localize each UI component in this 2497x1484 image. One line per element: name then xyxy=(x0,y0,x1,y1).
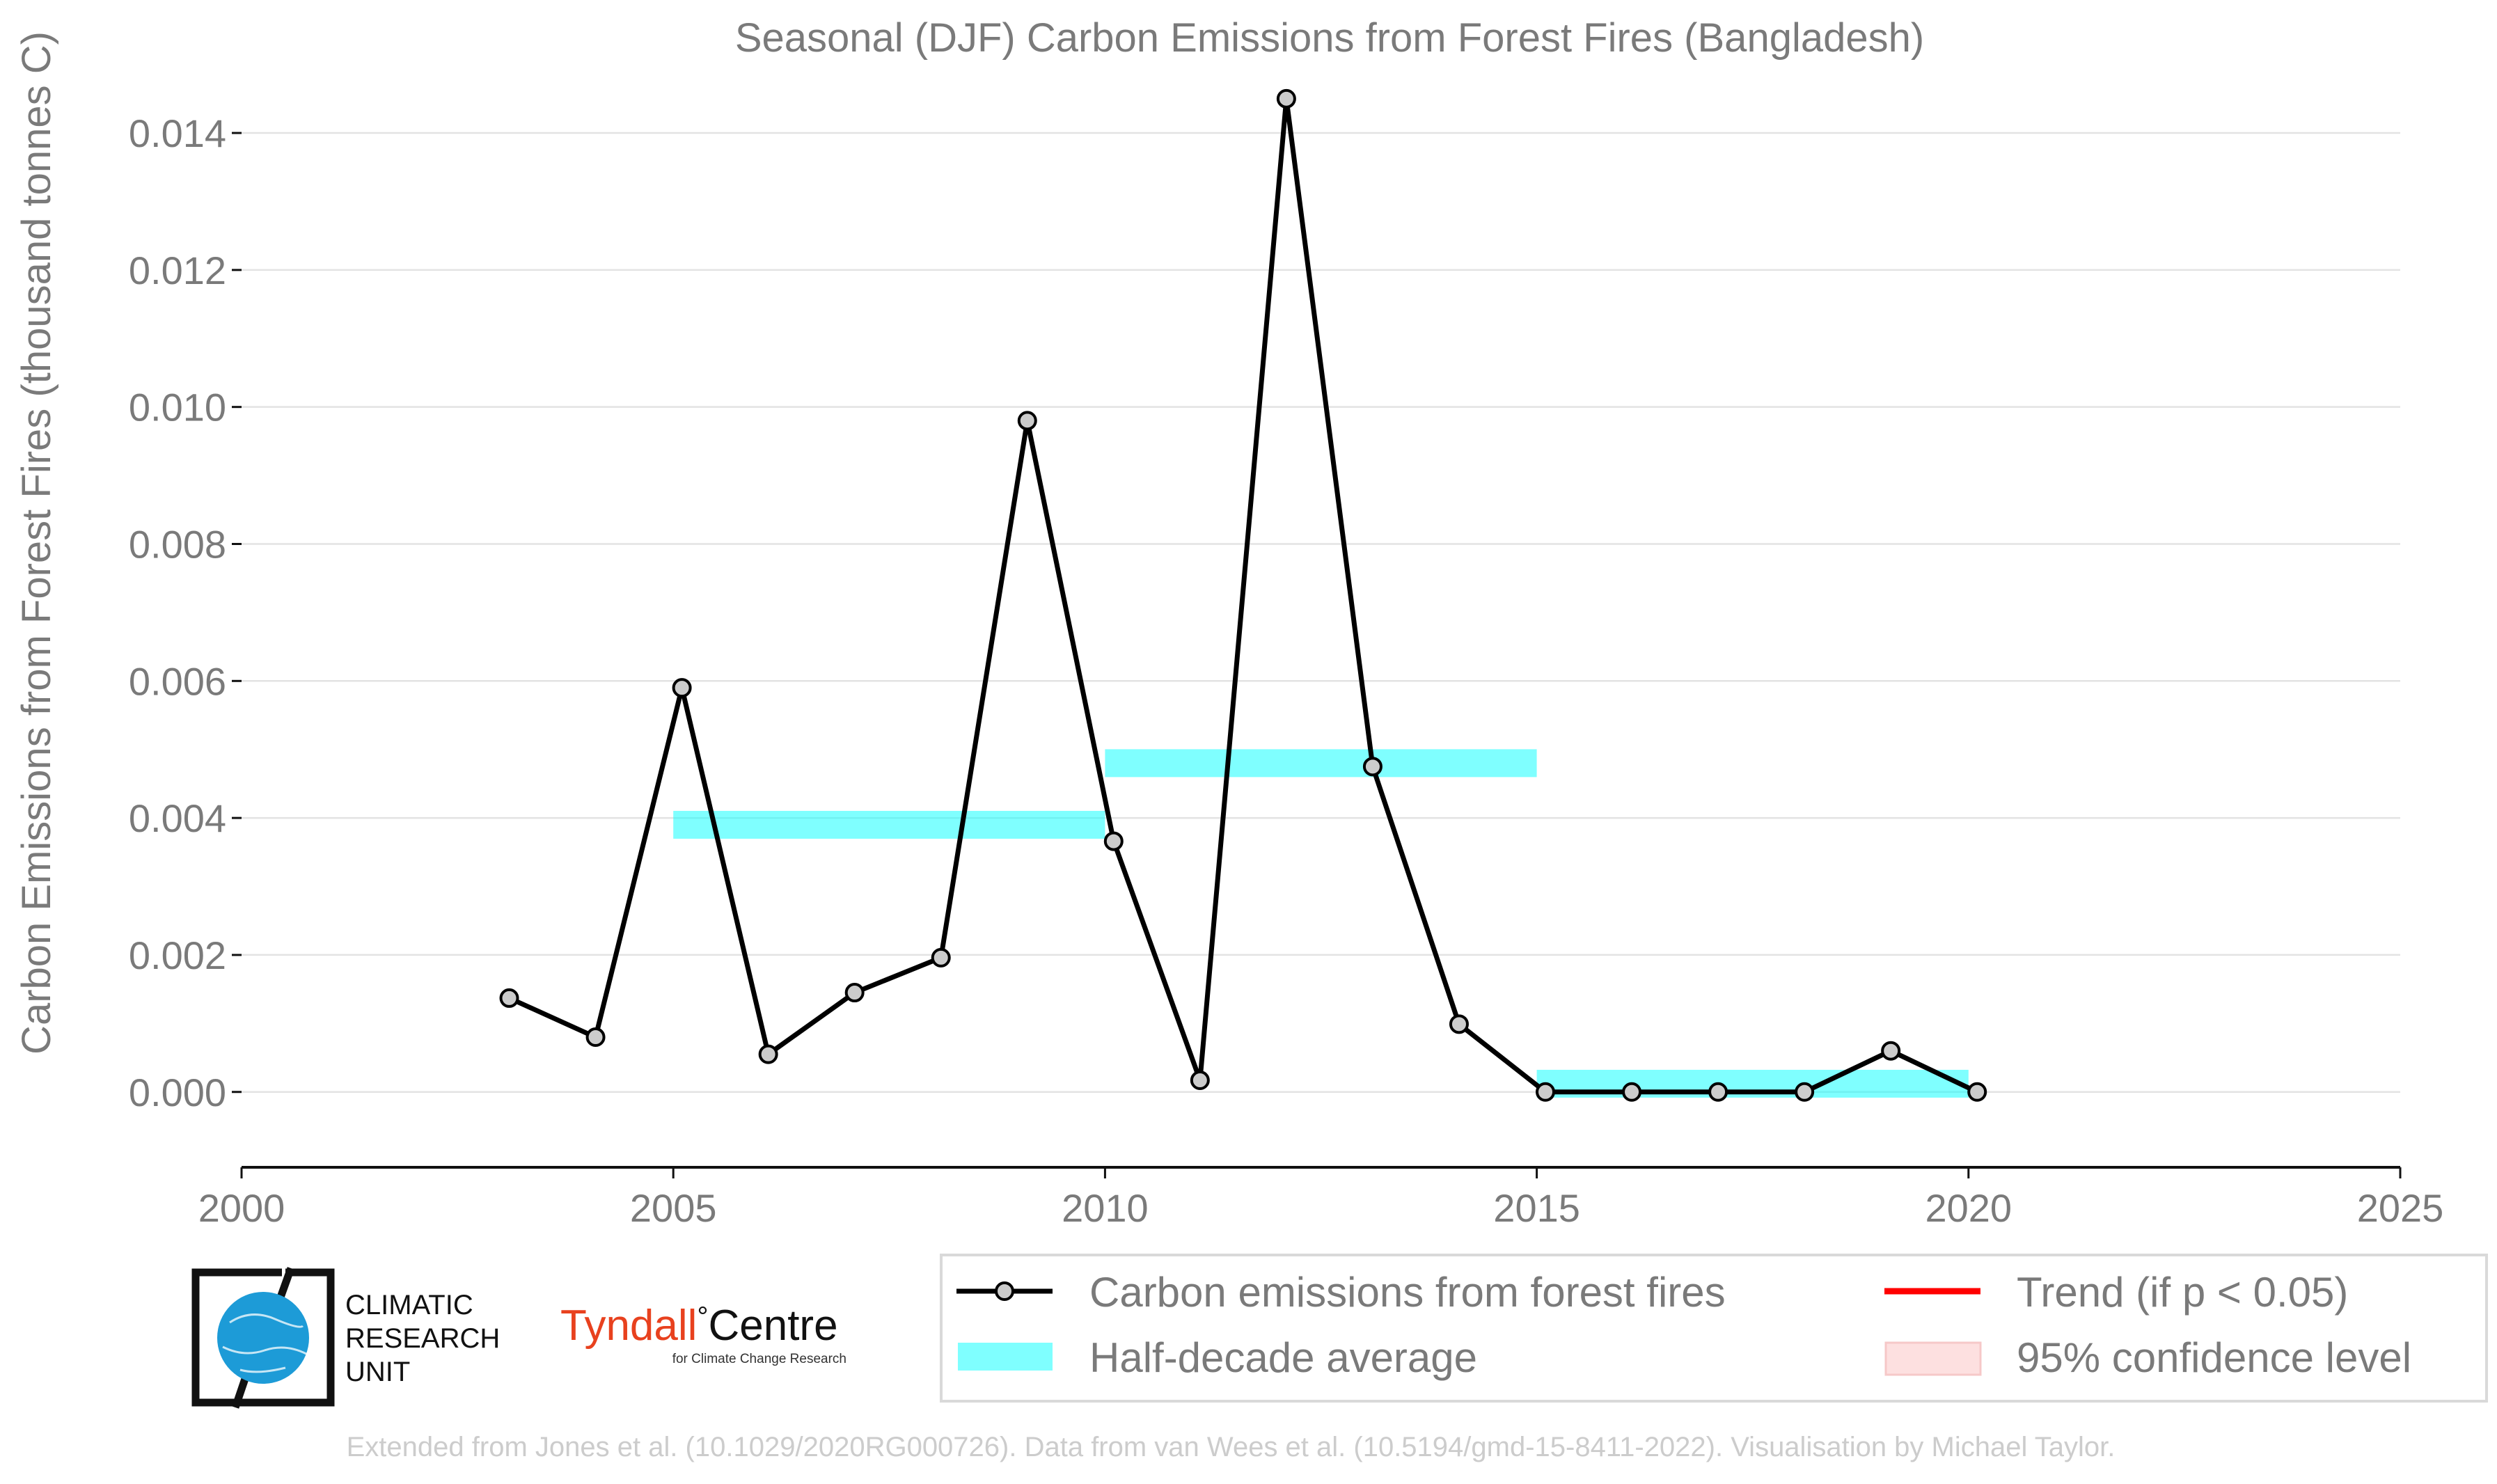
cru-word-2: RESEARCH xyxy=(345,1323,500,1354)
legend-label-trend: Trend (if p < 0.05) xyxy=(2017,1269,2348,1316)
legend-confidence-swatch xyxy=(1884,1341,1982,1376)
y-tick-label: 0.004 xyxy=(129,796,226,840)
tyndall-wordmark: Tyndall°Centre xyxy=(560,1302,838,1350)
cru-logo: CLIMATIC RESEARCH UNIT xyxy=(191,1267,500,1409)
data-point xyxy=(1276,88,1296,109)
half-decade-band xyxy=(1105,749,1537,777)
x-tick-label: 2010 xyxy=(1062,1186,1149,1230)
legend-label-emissions: Carbon emissions from forest fires xyxy=(1089,1269,1726,1316)
legend-label-confidence: 95% confidence level xyxy=(2017,1334,2411,1381)
y-tick-label: 0.002 xyxy=(129,933,226,977)
y-tick-label: 0.012 xyxy=(129,248,226,292)
legend: Carbon emissions from forest fires Trend… xyxy=(940,1254,2488,1403)
data-point xyxy=(1795,1082,1815,1102)
cru-word-1: CLIMATIC xyxy=(345,1290,473,1320)
x-tick-label: 2015 xyxy=(1493,1186,1580,1230)
data-point xyxy=(1967,1082,1987,1102)
data-point xyxy=(499,988,519,1008)
data-point xyxy=(758,1044,778,1064)
legend-marker-swatch xyxy=(995,1281,1014,1301)
legend-half-decade-swatch xyxy=(958,1343,1053,1371)
data-point xyxy=(1881,1041,1901,1061)
x-tick-label: 2005 xyxy=(630,1186,717,1230)
cru-slash-bottom xyxy=(231,1373,251,1409)
gridlines xyxy=(242,132,2400,1094)
y-tick-labels: 0.000 0.002 0.004 0.006 0.008 0.010 0.012 0.014 xyxy=(129,111,242,1114)
data-point xyxy=(1449,1014,1469,1034)
data-point xyxy=(1708,1082,1728,1102)
globe-icon xyxy=(217,1292,309,1384)
data-point xyxy=(585,1027,606,1048)
legend-frame xyxy=(940,1254,2488,1403)
tyndall-name: Tyndall xyxy=(560,1302,697,1350)
half-decade-average-bands xyxy=(673,749,1969,1098)
cru-word-3: UNIT xyxy=(345,1357,410,1387)
y-tick-label: 0.000 xyxy=(129,1071,226,1114)
series-line xyxy=(508,96,1978,1095)
y-axis-label: Carbon Emissions from Forest Fires (thou… xyxy=(14,31,59,1055)
data-point xyxy=(672,678,692,698)
x-tick-label: 2020 xyxy=(1925,1186,2012,1230)
cru-bracket-right xyxy=(240,1268,335,1407)
x-tick-label: 2025 xyxy=(2357,1186,2444,1230)
y-tick-label: 0.006 xyxy=(129,659,226,703)
y-tick-label: 0.008 xyxy=(129,522,226,566)
half-decade-band xyxy=(673,810,1105,839)
data-point xyxy=(1017,411,1037,431)
credit-line: Extended from Jones et al. (10.1029/2020… xyxy=(347,1432,2116,1462)
x-axis: 2000 2005 2010 2015 2020 2025 xyxy=(198,1166,2444,1230)
chart-title: Seasonal (DJF) Carbon Emissions from For… xyxy=(735,15,1924,61)
y-tick-label: 0.010 xyxy=(129,386,226,429)
y-tick-label: 0.014 xyxy=(129,111,226,155)
data-point xyxy=(1190,1071,1210,1091)
emissions-series xyxy=(499,88,1987,1102)
data-point xyxy=(844,983,865,1003)
data-point xyxy=(931,947,951,968)
legend-label-half-decade: Half-decade average xyxy=(1089,1334,1477,1381)
tyndall-centre: Centre xyxy=(708,1302,837,1350)
globe-continent-lines xyxy=(222,1313,307,1373)
tyndall-degree: ° xyxy=(697,1302,708,1332)
data-point xyxy=(1536,1082,1556,1102)
tyndall-logo: Tyndall°Centre for Climate Change Resear… xyxy=(560,1302,846,1366)
data-point xyxy=(1103,831,1124,851)
x-tick-label: 2000 xyxy=(198,1186,285,1230)
cru-bracket-left xyxy=(191,1268,282,1407)
data-point xyxy=(1362,757,1383,777)
tyndall-subtitle: for Climate Change Research xyxy=(672,1352,846,1366)
data-point xyxy=(1622,1082,1642,1102)
